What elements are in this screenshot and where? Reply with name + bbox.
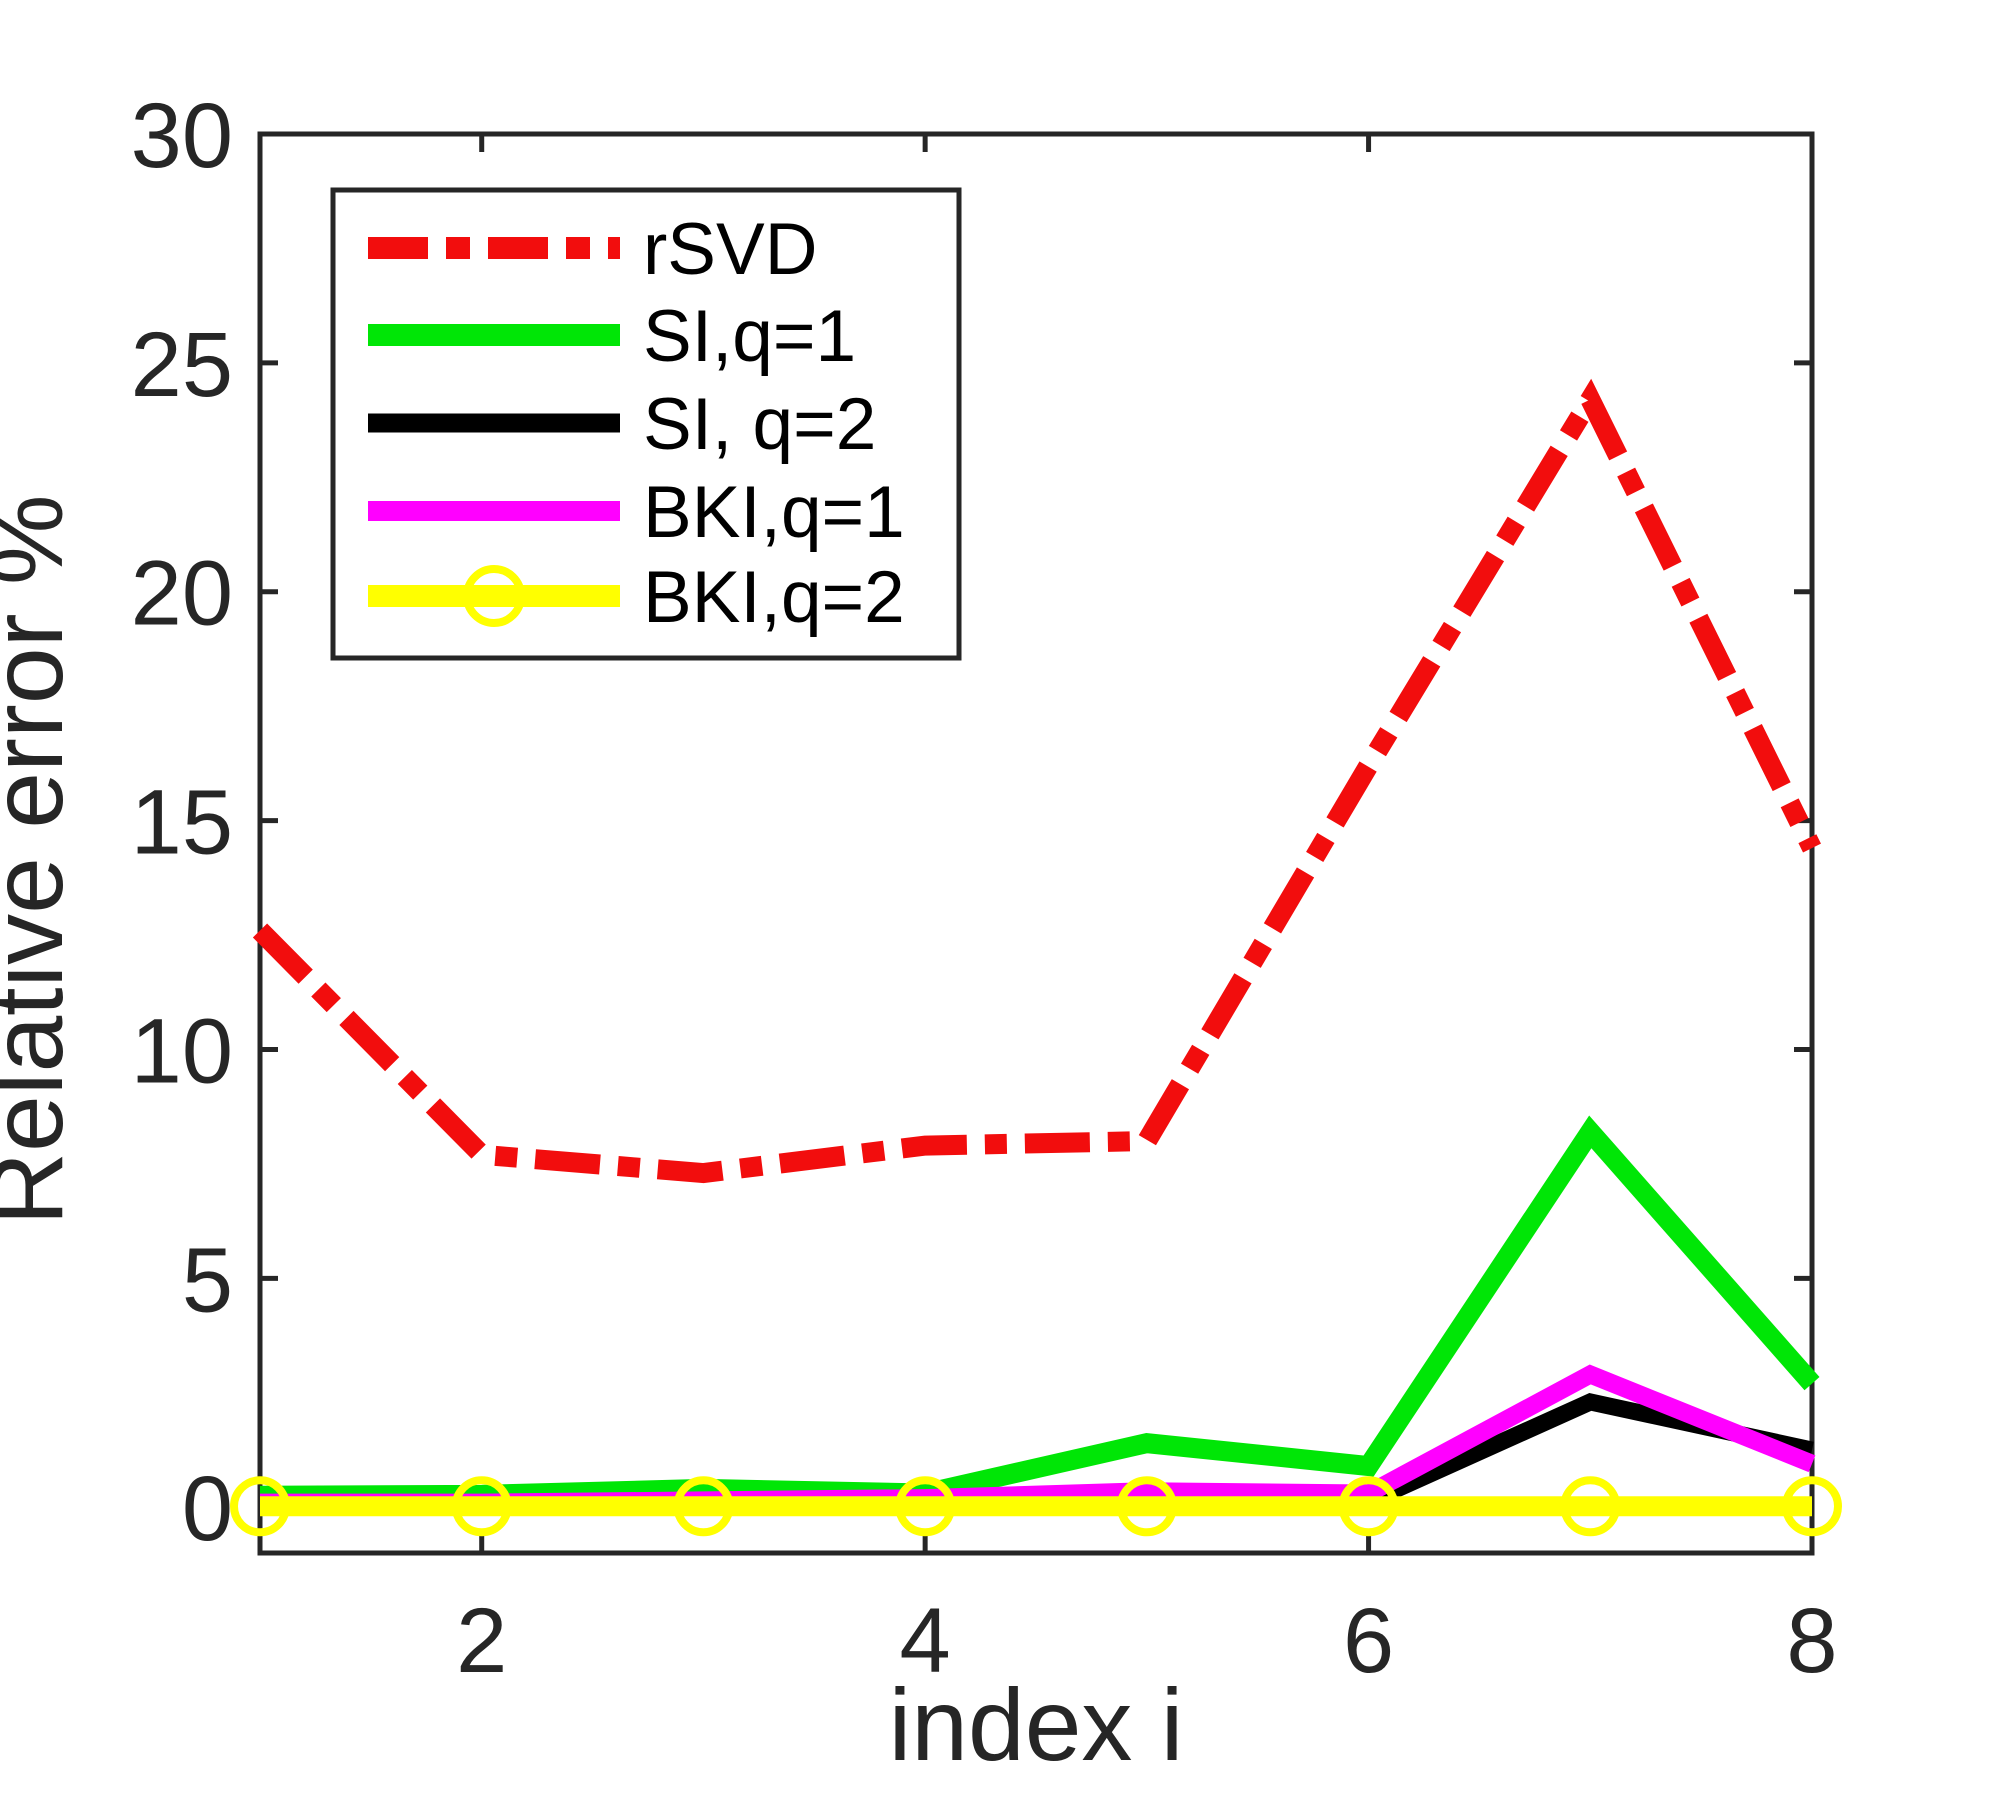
x-tick-label: 8 xyxy=(1786,1590,1837,1692)
x-tick-label: 2 xyxy=(456,1590,507,1692)
y-axis-label: Relative error % xyxy=(0,494,84,1225)
legend-item-si-q-1: SI,q=1 xyxy=(368,296,856,377)
marker-circle-bki-q-2 xyxy=(895,1476,956,1537)
y-tick-label: 30 xyxy=(131,85,233,187)
legend-item-bki-q-2: BKI,q=2 xyxy=(368,557,905,638)
x-tick-label: 4 xyxy=(900,1590,951,1692)
marker-circle-bki-q-2 xyxy=(1338,1476,1399,1537)
legend-item-si-q-2: SI, q=2 xyxy=(368,384,876,465)
series-line-rsvd xyxy=(252,378,1821,1184)
y-tick-label: 20 xyxy=(131,543,233,645)
marker-circle-bki-q-2 xyxy=(1560,1476,1621,1537)
legend-label: BKI,q=1 xyxy=(643,472,905,553)
legend-label: SI,q=1 xyxy=(643,296,856,377)
x-tick-label: 6 xyxy=(1343,1590,1394,1692)
y-tick-label: 10 xyxy=(131,1000,233,1102)
marker-circle-bki-q-2 xyxy=(673,1476,734,1537)
y-tick-label: 0 xyxy=(182,1458,233,1560)
marker-circle-bki-q-2 xyxy=(1782,1476,1842,1537)
y-tick-label: 5 xyxy=(182,1229,233,1331)
legend-label: rSVD xyxy=(643,209,817,290)
marker-circle-bki-q-2 xyxy=(1116,1476,1177,1537)
legend-item-rsvd: rSVD xyxy=(368,209,817,290)
y-tick-label: 15 xyxy=(131,772,233,874)
marker-circle-bki-q-2 xyxy=(451,1476,512,1537)
legend-marker-sample xyxy=(463,565,525,627)
marker-circle-bki-q-2 xyxy=(230,1476,290,1537)
y-tick-label: 25 xyxy=(131,314,233,416)
legend-label: BKI,q=2 xyxy=(643,557,905,638)
series-line-si-q-1 xyxy=(259,1115,1820,1506)
legend-item-bki-q-1: BKI,q=1 xyxy=(368,472,905,553)
x-axis-label: index i xyxy=(889,1668,1184,1782)
legend-label: SI, q=2 xyxy=(643,384,876,465)
